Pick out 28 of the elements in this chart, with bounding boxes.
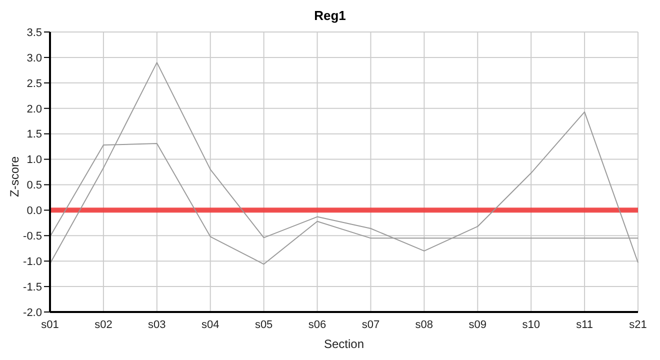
x-tick-label: s10 bbox=[522, 318, 540, 331]
x-tick-label: s03 bbox=[148, 318, 166, 331]
y-tick-label: 2.0 bbox=[26, 103, 42, 116]
x-tick-label: s11 bbox=[576, 318, 594, 331]
x-tick-label: s07 bbox=[362, 318, 380, 331]
y-tick-label: -1.0 bbox=[23, 256, 42, 268]
x-tick-label: s21 bbox=[629, 318, 647, 331]
y-tick-label: 2.5 bbox=[26, 78, 42, 90]
y-tick-label: 3.5 bbox=[26, 26, 42, 39]
x-tick-label: s01 bbox=[41, 318, 59, 331]
x-tick-label: s05 bbox=[254, 318, 273, 331]
y-tick-label: -2.0 bbox=[23, 306, 42, 319]
x-tick-label: s09 bbox=[468, 318, 487, 331]
y-tick-label: -1.5 bbox=[23, 281, 42, 294]
y-tick-label: 1.0 bbox=[26, 154, 42, 166]
y-tick-label: 0.0 bbox=[26, 205, 42, 218]
x-tick-label: s06 bbox=[308, 318, 326, 331]
y-tick-label: 3.0 bbox=[26, 52, 42, 64]
chart-title: Reg1 bbox=[313, 8, 347, 25]
x-tick-label: s02 bbox=[94, 318, 112, 331]
y-tick-label: 1.5 bbox=[26, 128, 42, 141]
line-series bbox=[50, 62, 638, 264]
x-axis-title: Section bbox=[324, 337, 364, 351]
y-axis-title: Z-score bbox=[7, 156, 22, 197]
y-tick-label: -0.5 bbox=[23, 230, 42, 243]
x-tick-label: s08 bbox=[415, 318, 434, 331]
y-tick-label: 0.5 bbox=[26, 180, 42, 192]
x-tick-label: s04 bbox=[201, 318, 220, 331]
